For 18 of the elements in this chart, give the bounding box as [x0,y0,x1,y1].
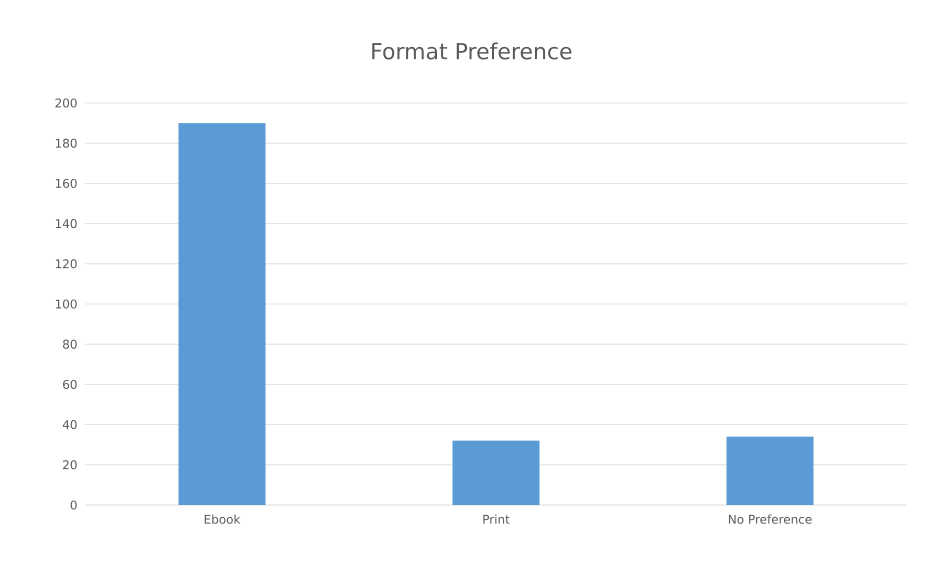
y-tick-label: 40 [62,420,77,430]
x-tick-label: No Preference [728,514,812,524]
y-tick-label: 100 [56,299,77,309]
y-tick-label: 120 [56,259,77,268]
y-tick-label: 60 [63,380,77,389]
y-tick-label: 180 [56,138,77,148]
bar [726,436,814,505]
y-tick-label: 200 [55,98,77,108]
x-tick-label: Print [483,514,510,524]
y-tick-label: 20 [63,460,77,470]
bar [178,123,266,505]
y-tick-label: 140 [56,219,77,228]
y-tick-label: 160 [56,178,77,188]
x-tick-label: Ebook [204,514,240,524]
y-tick-label: 0 [70,500,77,510]
y-tick-label: 80 [63,340,77,349]
bar [452,440,540,505]
chart-title: Format Preference [372,42,572,60]
